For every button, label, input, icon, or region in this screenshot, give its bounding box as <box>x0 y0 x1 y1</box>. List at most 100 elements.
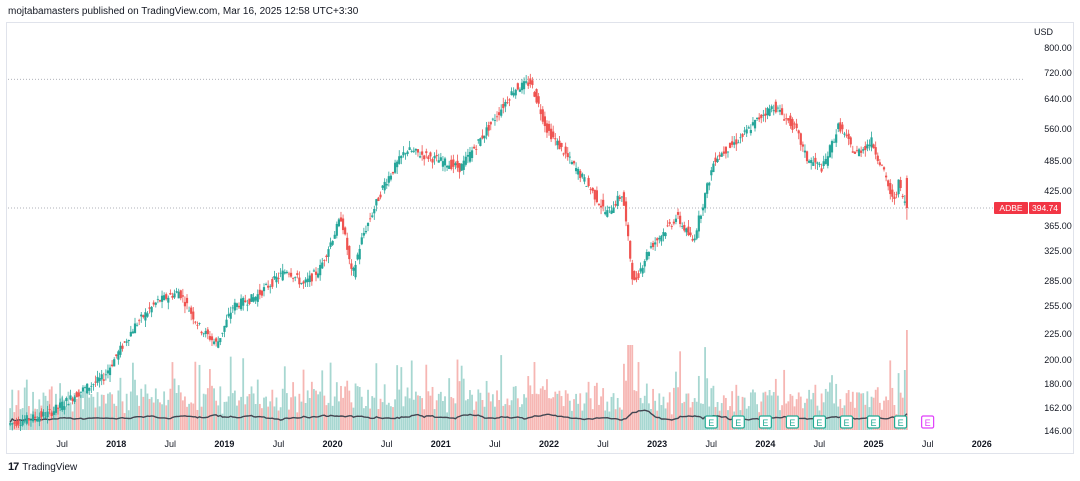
candle-body <box>562 153 565 155</box>
earnings-marker-4[interactable]: E <box>812 415 827 429</box>
candle-body <box>683 225 686 231</box>
volume-bar <box>564 390 567 430</box>
volume-bar <box>256 379 259 430</box>
candle-body <box>314 271 318 275</box>
volume-bar <box>810 399 813 430</box>
candle-body <box>843 133 846 135</box>
volume-bar <box>294 396 297 430</box>
candle-body <box>639 268 642 272</box>
volume-bar <box>17 390 20 430</box>
candle-body <box>9 423 12 425</box>
volume-bar <box>442 400 444 430</box>
volume-bar <box>747 406 750 430</box>
volume-bar <box>498 399 501 430</box>
volume-bar <box>685 393 688 430</box>
candle-body <box>348 245 351 260</box>
candle-body <box>450 159 453 169</box>
candle-body <box>647 252 651 256</box>
volume-bar <box>225 401 228 430</box>
candle-body <box>651 242 655 248</box>
earnings-marker-3[interactable]: E <box>785 415 799 429</box>
candle-body <box>593 189 596 200</box>
volume-bar <box>625 380 627 430</box>
candle-body <box>514 89 517 96</box>
volume-bar <box>587 381 590 430</box>
svg-text:E: E <box>762 418 768 428</box>
earnings-marker-0[interactable]: E <box>704 415 718 429</box>
candle-body <box>857 149 861 157</box>
earnings-marker-5[interactable]: E <box>839 415 854 429</box>
x-tick-label: 2021 <box>431 439 451 449</box>
candle-body <box>641 267 644 274</box>
future-earnings-marker[interactable]: E <box>921 415 935 429</box>
candle-body <box>402 152 405 156</box>
volume-bar <box>57 404 59 430</box>
volume-bar <box>369 408 372 430</box>
candle-body <box>670 226 673 227</box>
candle-body <box>27 418 30 421</box>
volume-bar <box>481 399 484 430</box>
candle-body <box>240 298 243 310</box>
volume-bar <box>618 407 621 430</box>
volume-bar <box>824 388 827 430</box>
volume-bar <box>431 386 434 430</box>
volume-bar <box>346 380 349 430</box>
y-tick-label: 800.00 <box>1044 43 1072 53</box>
candle-body <box>747 127 750 129</box>
candle-body <box>352 267 355 271</box>
volume-bar <box>367 389 369 430</box>
candle-body <box>310 273 313 282</box>
earnings-marker-2[interactable]: E <box>758 415 772 429</box>
candle-body <box>541 109 544 122</box>
candle-body <box>346 237 349 250</box>
volume-bar <box>75 398 78 430</box>
volume-bar <box>506 398 509 430</box>
volume-bar <box>319 391 322 430</box>
candle-body <box>11 423 14 425</box>
candle-body <box>454 163 457 166</box>
volume-bar <box>150 397 153 430</box>
volume-bar <box>379 398 382 430</box>
candle-body <box>656 238 659 241</box>
earnings-marker-6[interactable]: E <box>866 415 881 429</box>
volume-bar <box>323 395 326 430</box>
volume-bar <box>277 410 280 430</box>
candle-body <box>637 273 640 278</box>
candle-body <box>718 154 721 157</box>
volume-bar <box>117 390 120 430</box>
volume-bar <box>229 356 232 430</box>
footer-brand[interactable]: TradingView <box>22 461 78 473</box>
candle-body <box>212 341 216 344</box>
volume-bar <box>489 401 492 430</box>
candle-body <box>627 224 630 237</box>
volume-bar <box>67 391 70 430</box>
candle-body <box>602 199 605 207</box>
y-tick-label: 180.00 <box>1044 379 1072 389</box>
volume-bar <box>354 383 357 430</box>
volume-bar <box>889 360 892 430</box>
candle-body <box>722 151 725 154</box>
volume-bar <box>633 390 636 430</box>
candle-body <box>356 254 359 260</box>
candle-body <box>479 138 482 146</box>
volume-bar <box>161 404 163 430</box>
earnings-marker-7[interactable]: E <box>893 415 908 429</box>
volume-bar <box>248 393 251 430</box>
candle-body <box>292 277 295 279</box>
candle-body <box>585 186 588 187</box>
svg-text:E: E <box>789 418 795 428</box>
candle-body <box>828 145 832 158</box>
candle-body <box>535 89 538 103</box>
earnings-marker-1[interactable]: E <box>731 415 745 429</box>
volume-bar <box>244 404 247 430</box>
volume-bar <box>593 385 596 430</box>
tradingview-logo-icon[interactable]: 17 <box>8 461 19 473</box>
volume-bar <box>575 393 577 430</box>
currency-label: USD <box>1034 27 1054 37</box>
volume-bar <box>791 395 794 430</box>
candle-body <box>210 336 214 341</box>
candle-body <box>712 163 715 173</box>
candle-body <box>88 387 91 391</box>
volume-bar <box>885 396 887 430</box>
